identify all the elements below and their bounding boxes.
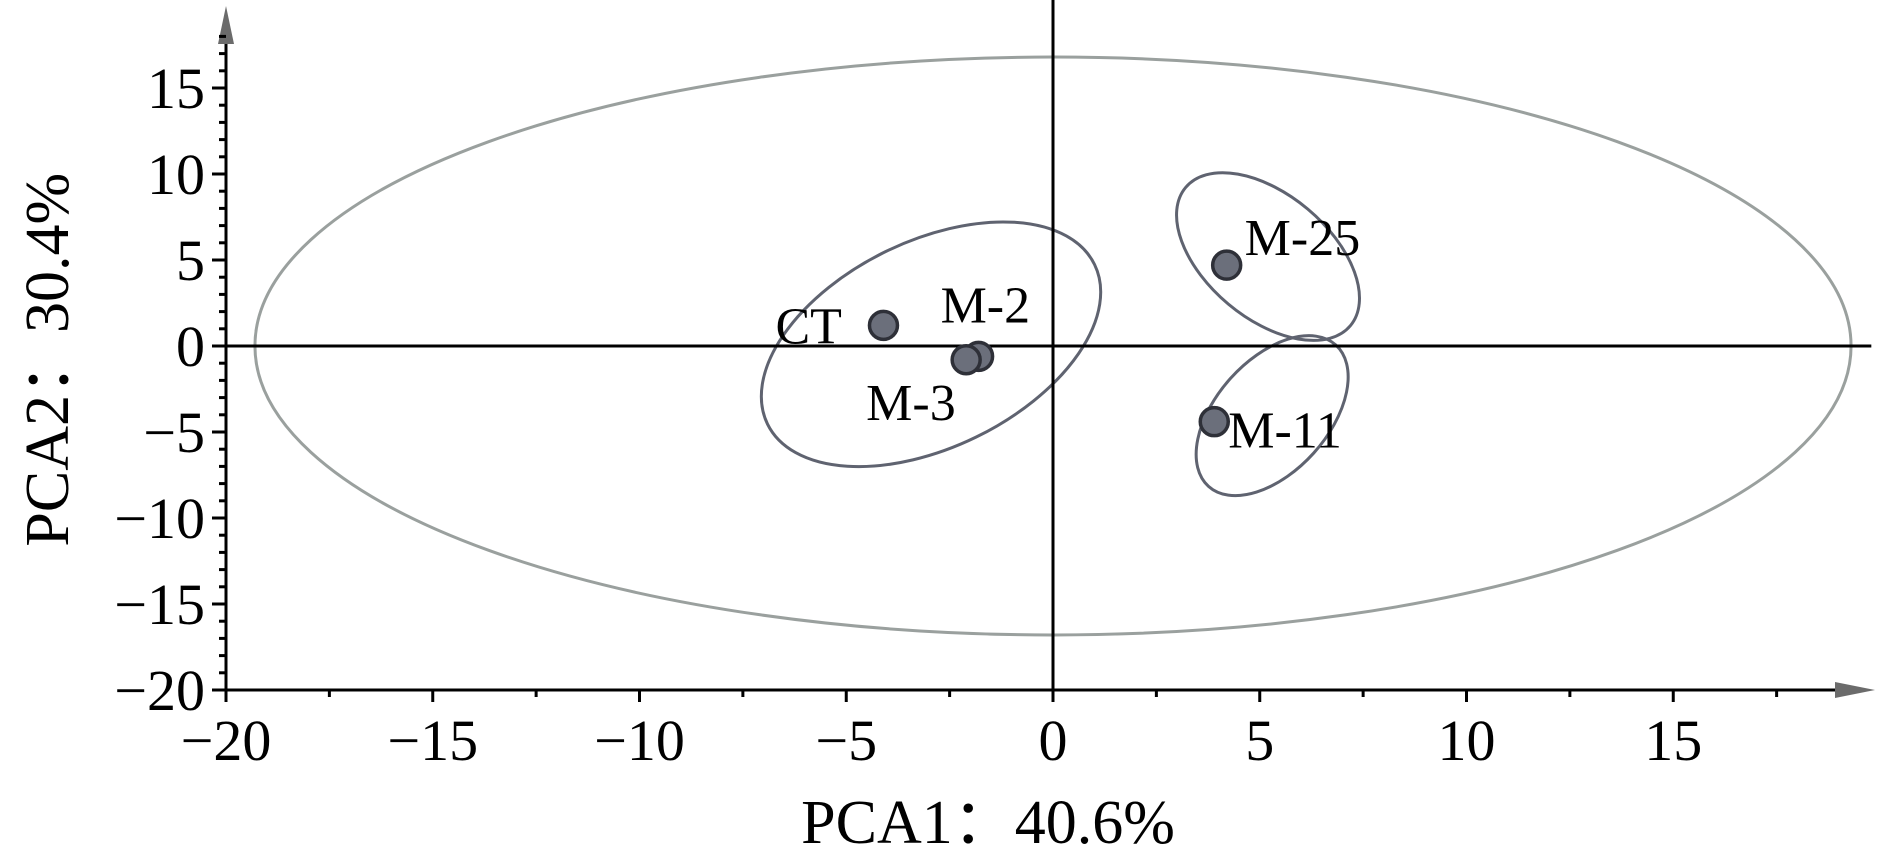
x-tick-label: −5	[815, 708, 877, 773]
group-ellipse-ct-m-2-m-3	[759, 220, 1103, 469]
point-label-m-11: M-11	[1228, 403, 1342, 460]
x-axis-title: PCA1：40.6%	[801, 789, 1175, 857]
points-layer	[867, 249, 1243, 438]
x-tick-label: 15	[1644, 708, 1702, 773]
point-m-25	[1210, 249, 1243, 281]
y-tick-label: 15	[147, 56, 205, 121]
point-label-ct: CT	[775, 298, 841, 355]
x-axis-arrow	[1835, 682, 1875, 698]
y-tick-label: 10	[147, 142, 205, 207]
y-axis-title: PCA2：30.4%	[14, 173, 82, 547]
point-m-3	[950, 344, 982, 376]
y-tick-label: 0	[176, 314, 205, 379]
point-label-m-2: M-2	[941, 277, 1031, 334]
y-tick-label: −15	[114, 572, 205, 637]
point-label-m-25: M-25	[1245, 210, 1361, 267]
x-tick-label: −20	[181, 708, 272, 773]
point-m-11	[1198, 405, 1231, 438]
axes-layer: −20 −15 −10 −5 0 5 10 15 −20 −15 −10 −5 0 5 10 15 PCA1：4…	[14, 0, 1875, 857]
y-tick-label: −20	[114, 658, 205, 723]
y-tick-label: 5	[176, 228, 205, 293]
point-ct	[867, 309, 900, 342]
x-tick-label: 10	[1438, 708, 1496, 773]
x-tick-label: 5	[1245, 708, 1274, 773]
group-ellipse-m-25	[1175, 171, 1361, 342]
x-tick-label: 0	[1039, 708, 1068, 773]
x-tick-label: −15	[387, 708, 478, 773]
y-axis-arrow	[218, 6, 234, 44]
point-label-m-3: M-3	[866, 375, 956, 432]
x-tick-label: −10	[594, 708, 685, 773]
y-tick-label: −5	[143, 400, 205, 465]
y-tick-label: −10	[114, 486, 205, 551]
labels-layer: CT M-2 M-3 M-25 M-11	[775, 210, 1360, 460]
